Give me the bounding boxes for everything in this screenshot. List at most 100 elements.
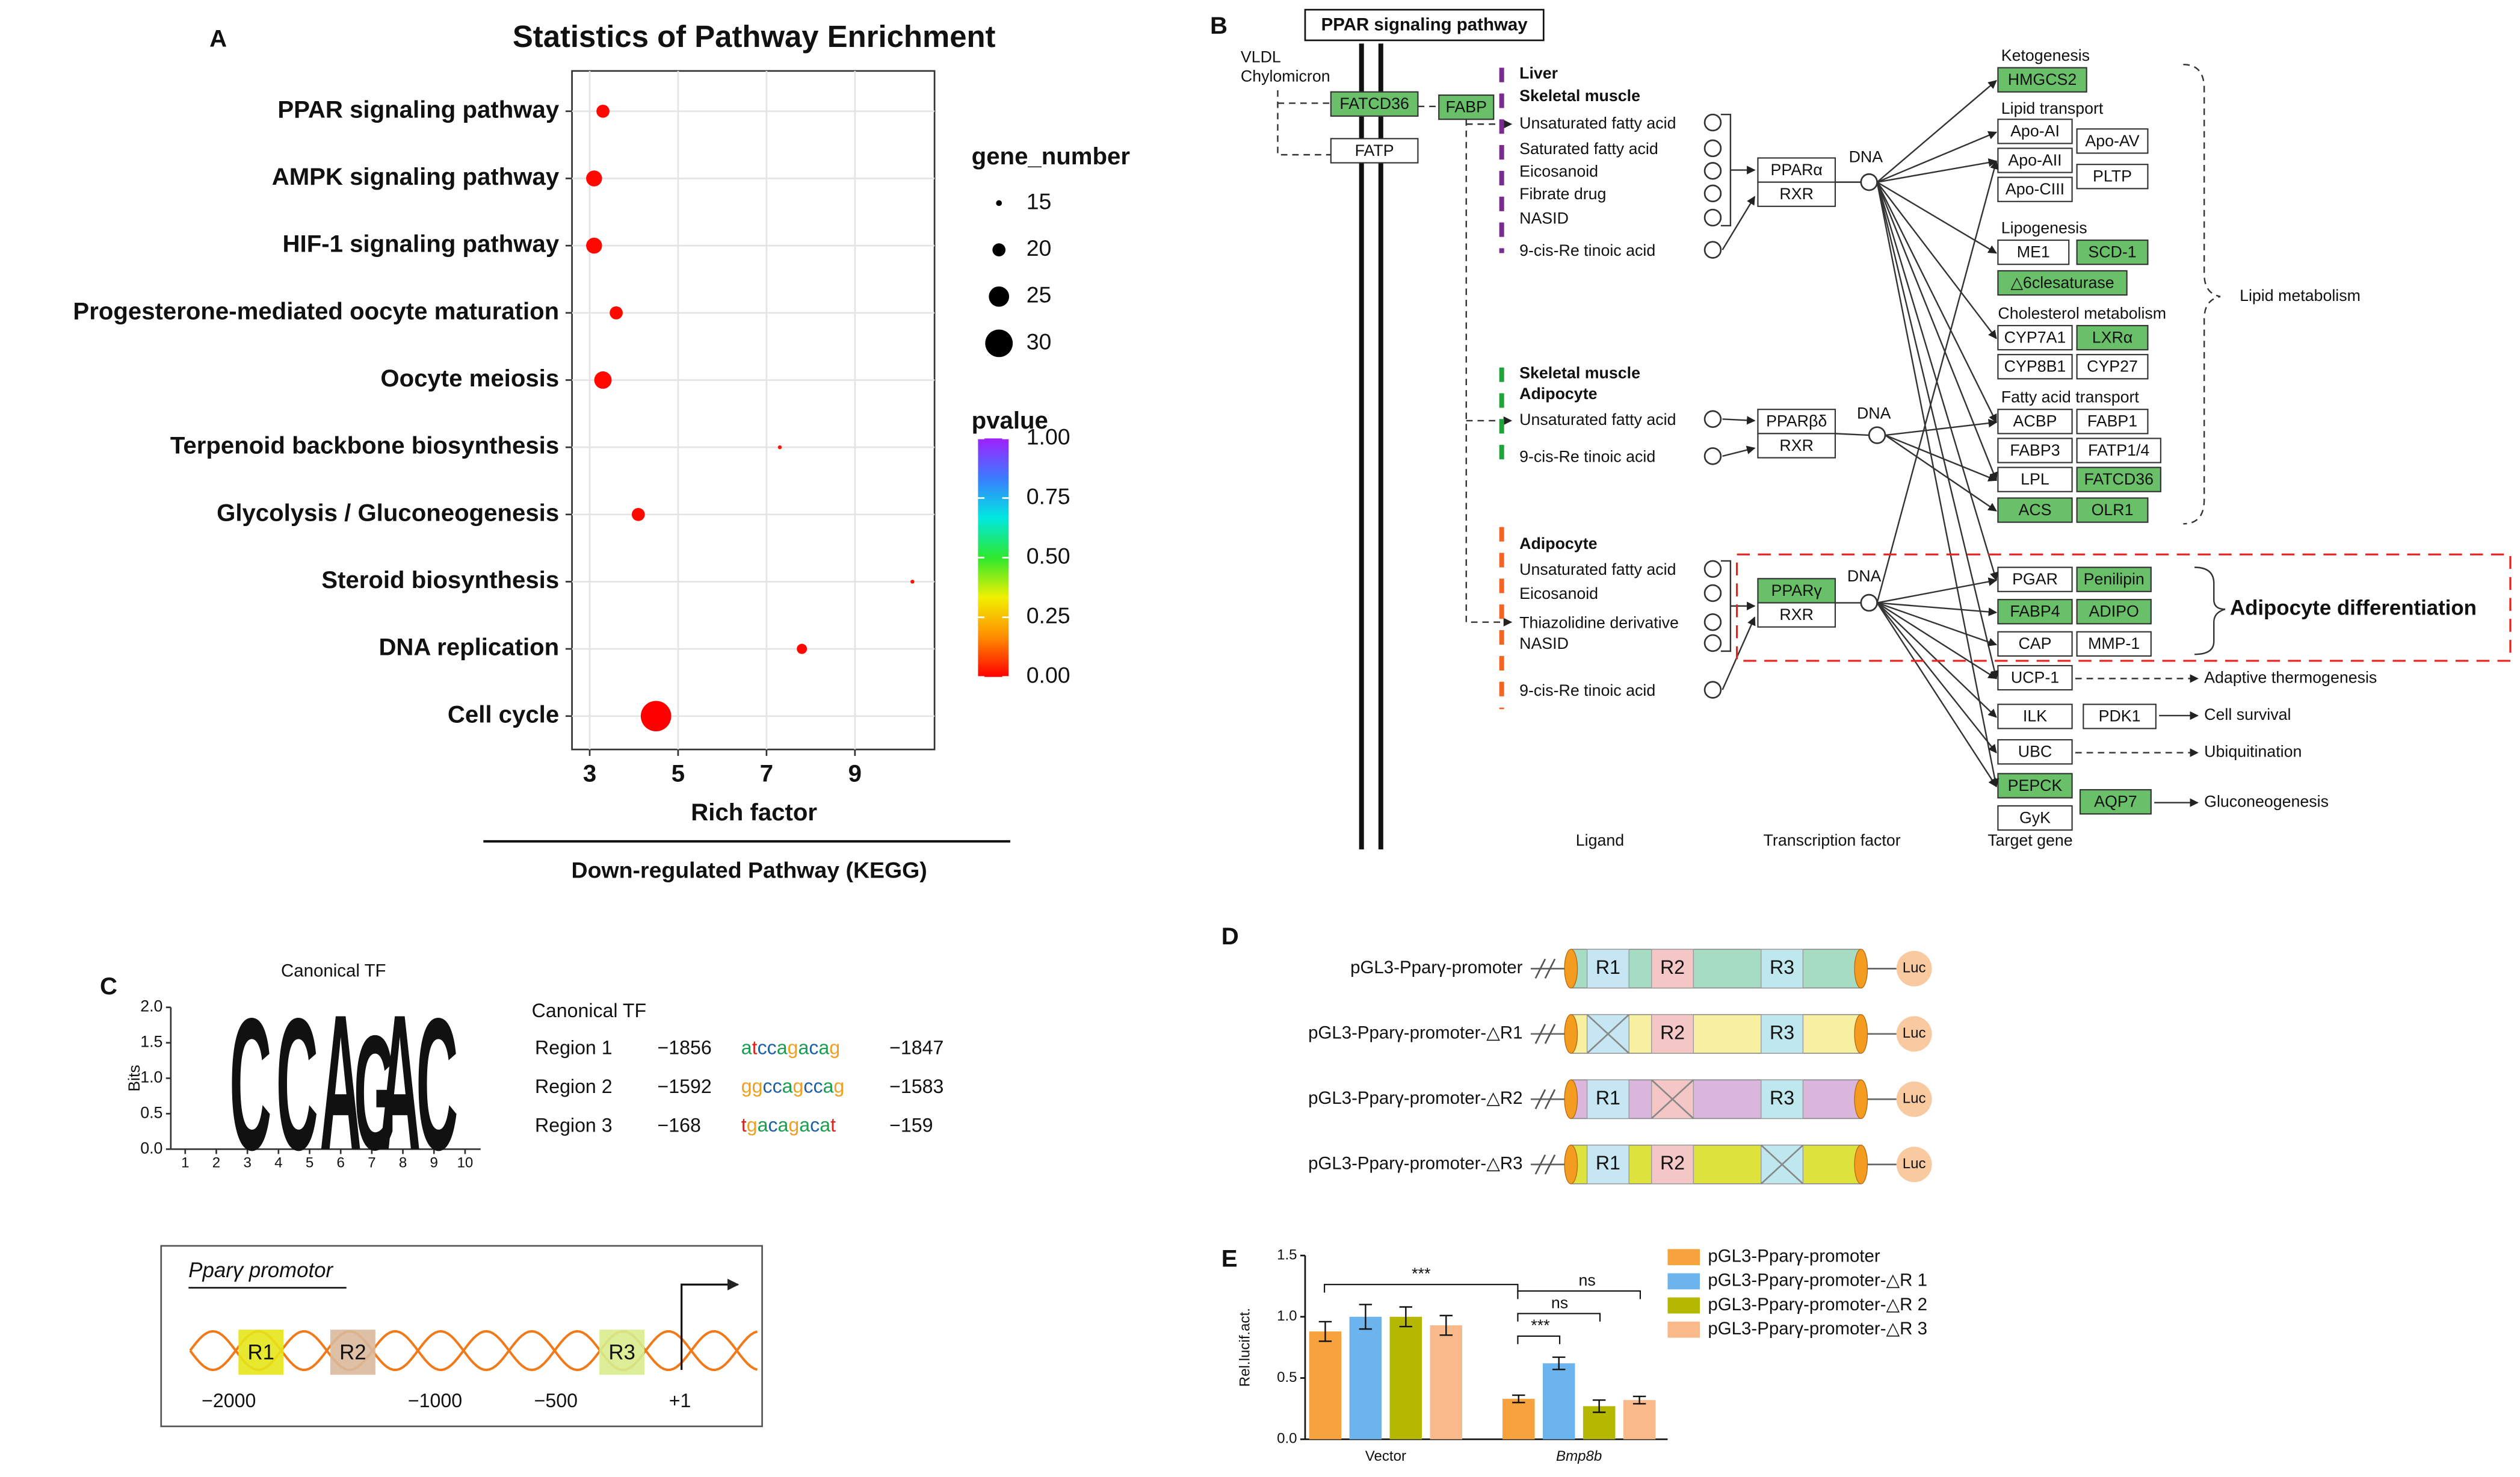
- ligand-node: [1703, 208, 1722, 227]
- ligand-node: [1703, 241, 1722, 259]
- y-tick-label: Cell cycle: [448, 701, 559, 728]
- gene: Apo-AII: [2008, 151, 2061, 169]
- table-heading: Canonical TF: [532, 1000, 646, 1021]
- ligand-node: [1703, 613, 1722, 631]
- end-cap: [1564, 949, 1578, 989]
- dna: DNA: [1857, 404, 1891, 422]
- region-label: R3: [1770, 1021, 1794, 1043]
- nucleotide: t: [830, 1114, 836, 1136]
- colorbar-label: 1.00: [1027, 424, 1070, 449]
- reporter: [1896, 1147, 1932, 1183]
- region-label: R3: [1770, 1087, 1794, 1109]
- y-tick-label: 1.0: [140, 1068, 162, 1086]
- nucleotide: a: [777, 1037, 788, 1059]
- target-heading: Fatty acid transport: [2001, 388, 2140, 406]
- construct-label: pGL3-Pparγ-promoter-△R1: [1308, 1023, 1522, 1043]
- y-tick-label: AMPK signaling pathway: [272, 163, 560, 190]
- gene: UBC: [2018, 743, 2052, 761]
- nucleotide: c: [767, 1037, 777, 1059]
- regulation: [1876, 181, 1997, 254]
- regulation: [1877, 158, 1998, 183]
- gene-box: [1997, 566, 2073, 592]
- gene: FATP1/4: [2088, 441, 2149, 459]
- brace: [2183, 63, 2221, 525]
- gene-box: [1997, 664, 2073, 691]
- ligand: Thiazolidine derivative: [1519, 613, 1679, 631]
- gene: Apo-AV: [2085, 132, 2139, 150]
- regulation: [1876, 182, 1999, 680]
- binding: [1835, 433, 1870, 436]
- gene-box: [1997, 773, 2073, 799]
- nucleotide: g: [788, 1037, 798, 1059]
- ligand: Unsaturated fatty acid: [1519, 560, 1676, 578]
- nucleotide: c: [803, 1076, 813, 1097]
- bracket: [1720, 113, 1732, 227]
- nucleotide: a: [823, 1076, 834, 1097]
- regulation: [1876, 602, 1997, 680]
- receptor-box: [1757, 409, 1836, 435]
- end-cap: [1564, 1144, 1578, 1184]
- gene: ILK: [2023, 707, 2047, 725]
- reporter-label: Luc: [1903, 1091, 1926, 1107]
- regulation: [1877, 131, 1998, 183]
- x-tick-label: 9: [848, 760, 862, 787]
- regulation: [1876, 182, 2000, 788]
- ligand-node: [1703, 113, 1722, 132]
- dna-node: [1860, 593, 1878, 612]
- gene: HMGCS2: [2008, 70, 2077, 88]
- legend-size: [985, 329, 1013, 358]
- x-tick-label: 3: [583, 760, 596, 787]
- legend-label: 20: [1027, 235, 1052, 261]
- legend-label: 15: [1027, 188, 1052, 214]
- region-box: [330, 1330, 375, 1375]
- regulation: [1877, 602, 1998, 616]
- gene-box: [1997, 147, 2073, 173]
- gene-box: [1997, 497, 2073, 523]
- nucleotide: a: [782, 1076, 793, 1097]
- nucleotide: c: [773, 1076, 782, 1097]
- dna-node: [1868, 426, 1886, 444]
- logo-letter: A: [320, 974, 362, 1190]
- gene-box: [2076, 324, 2149, 351]
- gene: CYP8B1: [2004, 358, 2066, 376]
- legend-label: pGL3-Pparγ-promoter-△R 1: [1708, 1271, 1927, 1290]
- gene-box: [2076, 631, 2152, 657]
- gene: PGAR: [2012, 570, 2058, 588]
- y-tick-label: 0.0: [1277, 1431, 1297, 1447]
- reporter: [1896, 1081, 1932, 1117]
- table-cell: Region 2: [535, 1076, 613, 1097]
- position-label: −500: [534, 1390, 578, 1411]
- receptor: PPARα: [1771, 161, 1823, 179]
- tissue: Skeletal muscle: [1519, 87, 1640, 105]
- regulation: [1876, 80, 1997, 183]
- end-cap: [1854, 1079, 1868, 1119]
- tissue: Adipocyte: [1519, 534, 1597, 553]
- error-bar: [1592, 1399, 1606, 1413]
- region-label: R3: [1770, 956, 1794, 978]
- legend-title: pvalue: [972, 407, 1048, 434]
- point: [797, 643, 808, 654]
- construct-label: pGL3-Pparγ-promoter-△R2: [1308, 1088, 1522, 1108]
- bar: [1389, 1316, 1422, 1440]
- gene: ME1: [2017, 243, 2050, 261]
- significance-label: ns: [1578, 1271, 1595, 1289]
- error-bar: [1439, 1314, 1453, 1336]
- region: [1761, 1079, 1804, 1119]
- transport-link: [1277, 90, 1331, 156]
- legend-swatch: [1667, 1321, 1700, 1338]
- bracket: [1720, 560, 1732, 652]
- region-label: R2: [1660, 1152, 1685, 1174]
- activation: [1722, 445, 1756, 457]
- break-mark: [1544, 1024, 1556, 1044]
- significance-label: ns: [1551, 1293, 1568, 1311]
- y-tick-label: 0.5: [140, 1103, 162, 1121]
- table-cell: Region 3: [535, 1114, 613, 1136]
- region-label: R2: [1660, 956, 1685, 978]
- ligand-link: [1465, 119, 1513, 627]
- nucleotide: a: [798, 1037, 809, 1059]
- gene-box: [1997, 176, 2073, 202]
- gene-box: [1997, 324, 2073, 351]
- tissue: Adipocyte: [1519, 385, 1597, 403]
- regulation: [1876, 182, 1998, 481]
- transporter: FATP: [1355, 141, 1394, 159]
